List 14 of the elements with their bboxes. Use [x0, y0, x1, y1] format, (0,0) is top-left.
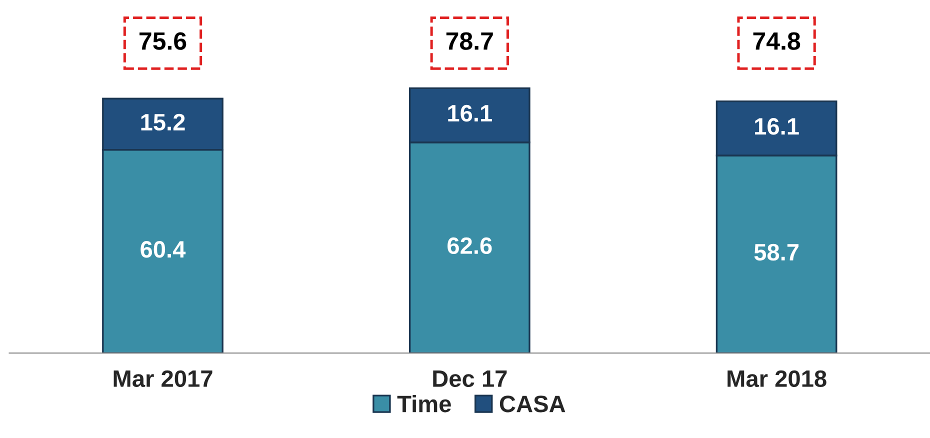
- x-tick-label: Mar 2018: [728, 370, 826, 388]
- total-label: 75.6: [140, 32, 186, 50]
- data-label: 58.7: [754, 244, 798, 261]
- legend-label: Time: [397, 394, 451, 412]
- legend-label: CASA: [500, 396, 566, 412]
- x-tick-label: Dec 17: [433, 370, 507, 388]
- data-label: 15.2: [141, 114, 185, 131]
- data-label: 62.6: [448, 237, 492, 254]
- x-tick-label: Mar 2017: [114, 370, 212, 388]
- total-label: 78.7: [446, 32, 493, 50]
- data-label: 60.4: [140, 241, 186, 258]
- data-label: 16.1: [755, 118, 799, 135]
- data-label: 16.1: [448, 104, 492, 122]
- total-label: 74.8: [753, 32, 800, 50]
